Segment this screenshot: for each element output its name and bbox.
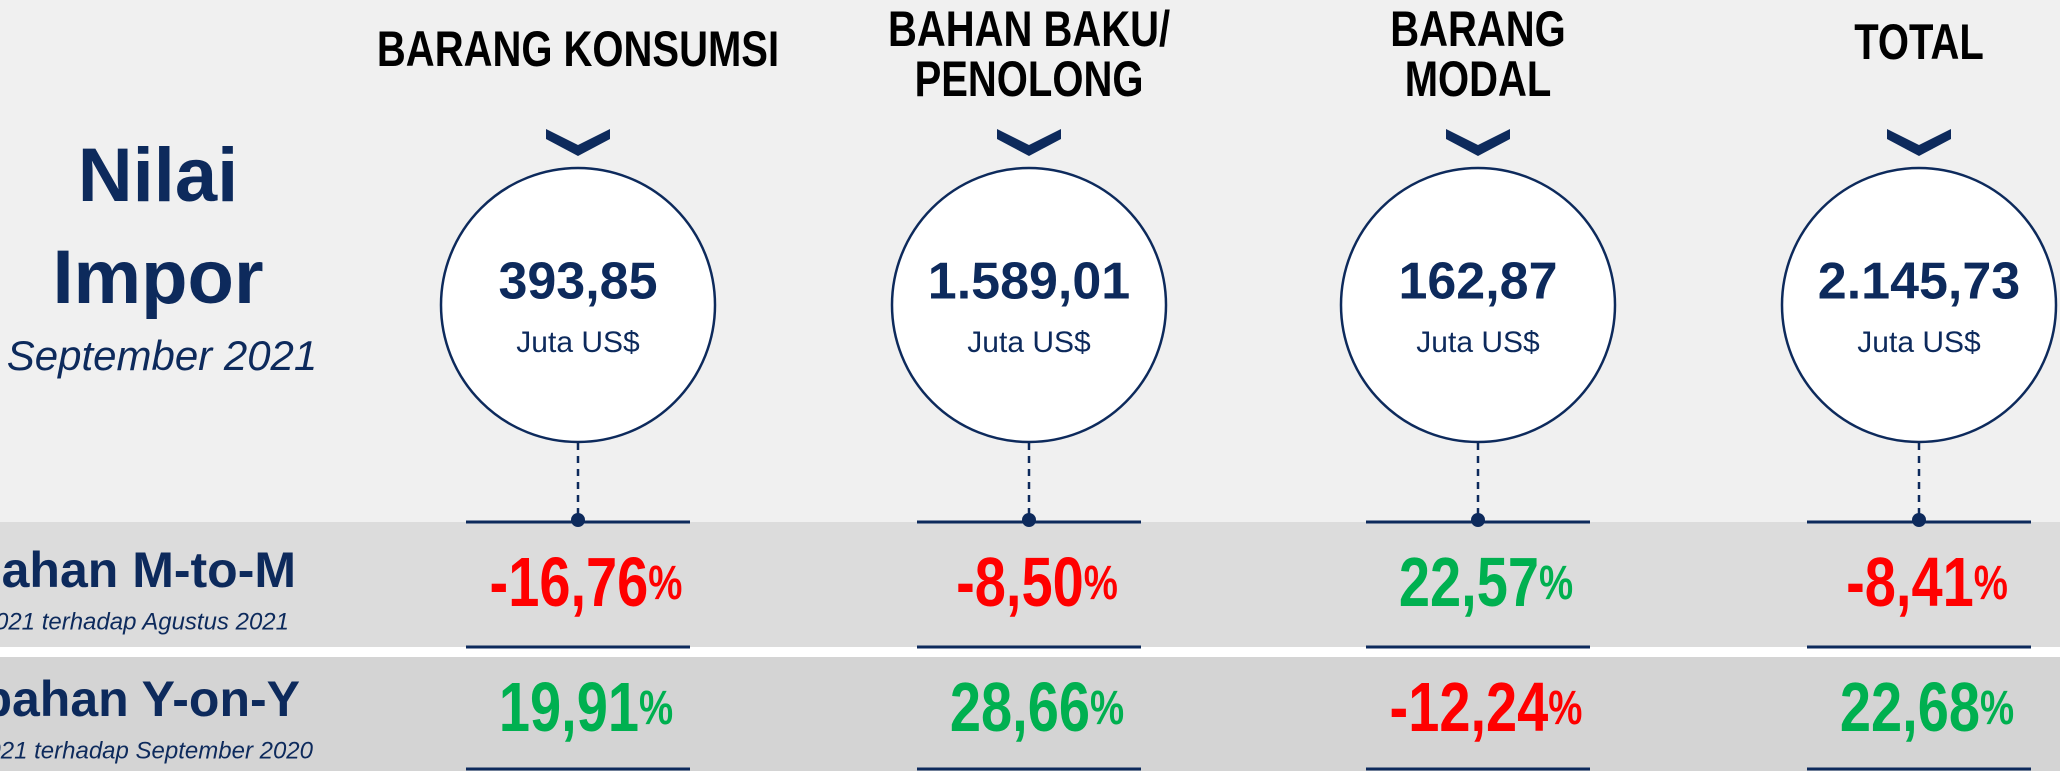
value-unit: Juta US$ [1857,326,1981,359]
change-value: -16,76% [490,544,683,621]
row-sublabel: September 2021 terhadap Agustus 2021 [0,608,289,635]
value-unit: Juta US$ [1416,326,1540,359]
change-value: 22,68% [1840,669,2014,746]
row-gap [0,647,2060,657]
title-line: Impor [52,235,263,320]
column-header-line: TOTAL [1854,14,1984,70]
column-header: TOTAL [1854,14,1984,70]
change-value: -8,41% [1846,544,2008,621]
row-band [0,522,2060,647]
change-number: -16,76 [490,544,649,621]
change-number: -12,24 [1390,669,1549,746]
connector-dot [571,513,585,527]
change-value: 28,66% [950,669,1124,746]
change-cell: 22,68% [1840,669,2014,746]
value-circle [1339,166,1617,444]
change-cell: 28,66% [950,669,1124,746]
connector-dot [1912,513,1926,527]
import-value: 393,85 [498,253,657,311]
row-band [0,657,2060,771]
change-number: -8,50 [956,544,1084,621]
change-cell: 19,91% [499,669,673,746]
column-header-line: BAHAN BAKU/ [888,1,1171,57]
title-line: Nilai [78,133,239,218]
connector-dot [1471,513,1485,527]
value-unit: Juta US$ [516,326,640,359]
value-circle [1780,166,2058,444]
change-number: -8,41 [1846,544,1974,621]
change-cell: 22,57% [1399,544,1573,621]
percent-sign: % [1084,558,1118,611]
change-cell: -16,76% [490,544,683,621]
change-value: 19,91% [499,669,673,746]
column-header: BAHAN BAKU/ [888,1,1171,57]
row-label: Perubahan Y-on-Y [0,671,300,727]
chevron [997,129,1061,156]
change-number: 19,91 [499,669,639,746]
percent-sign: % [1090,683,1124,736]
value-unit: Juta US$ [967,326,1091,359]
value-circle [439,166,717,444]
column-header-line: BARANG [1390,1,1566,57]
connector-dot [1022,513,1036,527]
chevron [546,129,610,156]
percent-sign: % [639,683,673,736]
column-header: BARANG KONSUMSI [377,21,779,77]
percent-sign: % [648,558,682,611]
change-number: 22,68 [1840,669,1980,746]
change-value: -12,24% [1390,669,1583,746]
row-label: Perubahan M-to-M [0,542,296,598]
value-circle [890,166,1168,444]
import-value: 162,87 [1398,253,1557,311]
change-value: -8,50% [956,544,1118,621]
percent-sign: % [1980,683,2014,736]
change-number: 22,57 [1399,544,1539,621]
change-cell: -8,41% [1846,544,2008,621]
change-number: 28,66 [950,669,1090,746]
percent-sign: % [1974,558,2008,611]
import-value: 1.589,01 [928,253,1130,311]
percent-sign: % [1539,558,1573,611]
change-cell: -12,24% [1390,669,1583,746]
change-value: 22,57% [1399,544,1573,621]
column-header-line: MODAL [1405,51,1552,107]
column-header-line: PENOLONG [915,51,1144,107]
chevron [1446,129,1510,156]
column-header-line: BARANG KONSUMSI [377,21,779,77]
column-header: PENOLONG [915,51,1144,107]
column-header: MODAL [1405,51,1552,107]
change-cell: -8,50% [956,544,1118,621]
chevron [1887,129,1951,156]
import-value: 2.145,73 [1818,253,2020,311]
column-header: BARANG [1390,1,1566,57]
subtitle: September 2021 [7,332,318,379]
row-sublabel: September 2021 terhadap September 2020 [0,737,314,764]
percent-sign: % [1548,683,1582,736]
